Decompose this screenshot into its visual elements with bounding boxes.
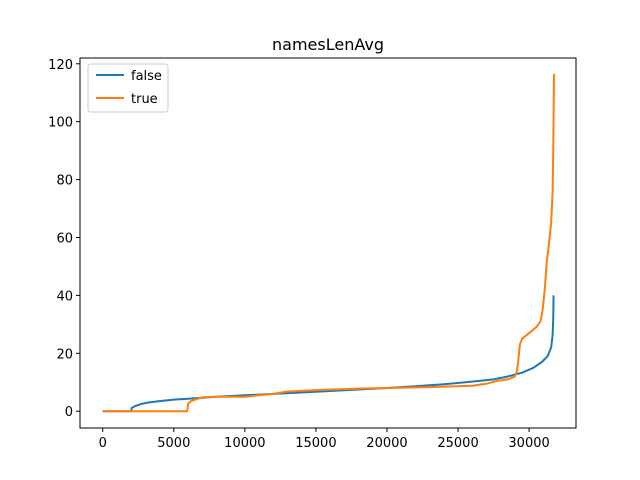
x-axis: 0 5000 10000 15000 20000 25000 30000: [99, 428, 550, 451]
axes-frame: [79, 57, 577, 429]
chart-title: namesLenAvg: [272, 35, 384, 54]
series-line-true: [102, 73, 555, 413]
legend: false true: [87, 63, 169, 113]
x-tick-label: 25000: [437, 436, 478, 451]
legend-label-false: false: [131, 69, 162, 84]
y-tick-label: 80: [56, 174, 73, 189]
y-tick-label: 0: [65, 405, 73, 420]
x-tick-label: 5000: [157, 436, 190, 451]
y-axis: 0 20 40 60 80 100 120: [48, 58, 80, 420]
y-tick-label: 60: [56, 231, 73, 246]
y-tick-label: 100: [48, 116, 73, 131]
series-line-false: [102, 295, 555, 413]
x-tick-label: 20000: [366, 436, 407, 451]
y-tick-label: 20: [56, 347, 73, 362]
legend-label-true: true: [131, 92, 158, 107]
y-tick-label: 40: [56, 289, 73, 304]
plot-area: [102, 73, 555, 413]
x-tick-label: 30000: [508, 436, 549, 451]
y-tick-label: 120: [48, 58, 73, 73]
x-tick-label: 0: [99, 436, 107, 451]
x-tick-label: 15000: [295, 436, 336, 451]
x-tick-label: 10000: [224, 436, 265, 451]
